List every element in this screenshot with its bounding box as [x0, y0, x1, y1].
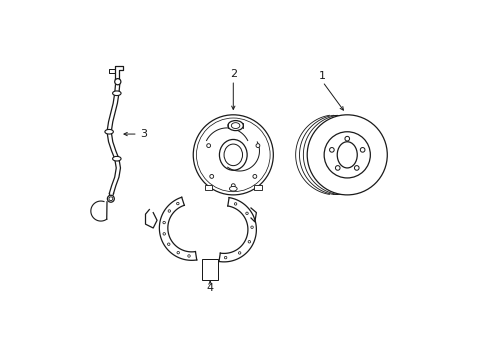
Circle shape — [360, 148, 364, 152]
Bar — [254, 185, 261, 190]
Circle shape — [224, 256, 226, 259]
Circle shape — [329, 148, 333, 152]
Text: 4: 4 — [206, 283, 213, 293]
Ellipse shape — [324, 132, 369, 178]
Ellipse shape — [227, 121, 243, 131]
Ellipse shape — [229, 186, 237, 191]
Text: 1: 1 — [319, 71, 325, 81]
Ellipse shape — [104, 130, 113, 134]
Circle shape — [163, 233, 165, 235]
Circle shape — [354, 166, 358, 170]
Circle shape — [344, 136, 349, 141]
Circle shape — [256, 144, 259, 148]
Bar — [204, 185, 212, 190]
Circle shape — [109, 197, 113, 201]
Ellipse shape — [112, 156, 121, 161]
Circle shape — [167, 243, 170, 246]
Bar — [202, 259, 218, 280]
Polygon shape — [219, 198, 256, 262]
Polygon shape — [159, 197, 196, 260]
Text: 2: 2 — [229, 69, 236, 79]
Circle shape — [238, 252, 241, 254]
Circle shape — [206, 144, 210, 148]
Circle shape — [335, 166, 339, 170]
Circle shape — [163, 221, 165, 224]
Ellipse shape — [306, 115, 386, 195]
Circle shape — [231, 184, 235, 188]
Circle shape — [115, 78, 121, 85]
Circle shape — [234, 203, 236, 205]
Circle shape — [252, 175, 256, 178]
Circle shape — [107, 195, 114, 202]
Circle shape — [245, 212, 248, 215]
Circle shape — [168, 210, 170, 212]
Circle shape — [247, 240, 250, 243]
Ellipse shape — [337, 142, 357, 168]
Ellipse shape — [193, 115, 273, 195]
Ellipse shape — [224, 144, 242, 166]
Ellipse shape — [231, 123, 239, 129]
Circle shape — [209, 175, 213, 178]
Ellipse shape — [219, 139, 246, 170]
Circle shape — [177, 251, 179, 254]
Circle shape — [250, 226, 253, 229]
Circle shape — [187, 255, 190, 257]
Text: 3: 3 — [140, 129, 146, 139]
Ellipse shape — [112, 91, 121, 95]
Circle shape — [176, 202, 179, 205]
